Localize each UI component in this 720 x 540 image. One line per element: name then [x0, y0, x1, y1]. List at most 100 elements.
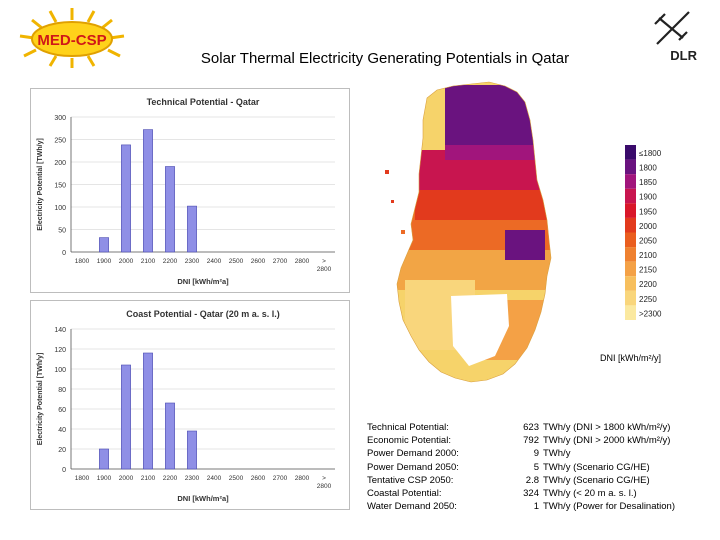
chart-title: Coast Potential - Qatar (20 m a. s. l.) [126, 309, 280, 319]
y-tick-label: 120 [54, 347, 66, 354]
summary-label: Power Demand 2000: [367, 448, 459, 460]
summary-value: 792 [523, 435, 539, 447]
summary-label: Tentative CSP 2050: [367, 474, 454, 486]
logo-right-text: DLR [670, 48, 697, 63]
summary-description: TWh/y (Power for Desalination) [543, 501, 675, 513]
y-tick-label: 50 [58, 228, 66, 235]
y-tick-label: 250 [54, 138, 66, 145]
legend-label: 1950 [639, 207, 657, 216]
dni-legend-scale: ≤1800 1800 1850 1900 1950 2000 2050 2100 2150 220… [625, 145, 662, 320]
x-tick-label: 2800 [317, 483, 332, 490]
summary-value: 1 [533, 501, 539, 513]
x-tick-label: 2500 [229, 258, 244, 265]
x-tick-label: 2500 [229, 475, 244, 482]
legend-swatch [625, 203, 636, 218]
bar [187, 430, 197, 470]
y-tick-label: 300 [54, 115, 66, 122]
bar [187, 205, 197, 253]
x-tick-label: 2600 [251, 258, 266, 265]
qatar-map-graphic [385, 81, 552, 383]
x-tick-label: 2100 [141, 475, 156, 482]
y-tick-label: 100 [54, 367, 66, 374]
summary-value: 2.8 [525, 474, 539, 486]
x-tick-label: 2700 [273, 258, 288, 265]
x-tick-label: 2300 [185, 258, 200, 265]
x-tick-label: 2700 [273, 475, 288, 482]
coast-potential-plot: Coast Potential - Qatar (20 m a. s. l.) 0… [37, 309, 335, 503]
legend-swatch [625, 247, 636, 262]
bar [143, 352, 153, 470]
page-title: Solar Thermal Electricity Generating Pot… [200, 50, 570, 67]
summary-value: 324 [523, 487, 539, 499]
summary-value: 9 [533, 448, 539, 460]
y-tick-label: 100 [54, 205, 66, 212]
x-tick-label: 2100 [141, 258, 156, 265]
x-tick-label: 1800 [75, 258, 90, 265]
x-tick-label: 2400 [207, 258, 222, 265]
bar [121, 144, 131, 253]
y-tick-label: 150 [54, 183, 66, 190]
legend-label: 2100 [639, 251, 657, 260]
x-tick-label: 2400 [207, 475, 222, 482]
summary-label: Economic Potential: [367, 435, 451, 447]
x-tick-label: 2800 [295, 475, 310, 482]
summary-label: Power Demand 2050: [367, 461, 459, 473]
x-tick-label: > [322, 258, 326, 265]
bar [121, 364, 131, 470]
summary-label: Coastal Potential: [367, 487, 442, 499]
y-tick-label: 80 [58, 387, 66, 394]
bar [143, 129, 153, 253]
legend-label: 2250 [639, 295, 657, 304]
bar [165, 166, 175, 253]
x-tick-label: 2800 [295, 258, 310, 265]
y-tick-label: 140 [54, 327, 66, 334]
dni-legend: ≤1800 1800 1850 1900 1950 2000 2050 2100 2150 220… [625, 145, 685, 320]
x-tick-label: 2000 [119, 258, 134, 265]
dlr-emblem-icon: DLR [654, 11, 698, 63]
sun-icon: MED-CSP [19, 8, 125, 68]
y-tick-label: 0 [62, 467, 66, 474]
legend-label: 2150 [639, 266, 657, 275]
legend-label: 2200 [639, 280, 657, 289]
x-axis-label: DNI [kWh/m²a] [177, 277, 229, 286]
y-axis-label: Electricity Potential [TWh/y] [37, 353, 44, 446]
x-tick-label: 1900 [97, 258, 112, 265]
technical-potential-plot: Technical Potential - Qatar 0 50 100 150 200 2… [37, 97, 335, 286]
legend-swatch [625, 290, 636, 306]
x-tick-label: 2600 [251, 475, 266, 482]
dni-unit-label: DNI [kWh/m²/y] [600, 353, 661, 363]
bar [99, 448, 109, 470]
summary-description: TWh/y (DNI > 1800 kWh/m²/y) [543, 422, 671, 433]
legend-label: >2300 [639, 309, 662, 318]
summary-description: TWh/y (Scenario CG/HE) [543, 474, 650, 486]
x-tick-label: 1900 [97, 475, 112, 482]
legend-swatch [625, 217, 636, 233]
med-csp-logo: MED-CSP [10, 6, 135, 70]
summary-description: TWh/y (< 20 m a. s. l.) [543, 487, 637, 499]
x-tick-label: 2200 [163, 258, 178, 265]
legend-swatch [625, 159, 636, 175]
x-tick-label: 1800 [75, 475, 90, 482]
summary-label: Technical Potential: [367, 422, 449, 433]
x-axis-label: DNI [kWh/m²a] [177, 494, 229, 503]
legend-swatch [625, 276, 636, 291]
qatar-dni-map [375, 80, 610, 390]
summary-label: Water Demand 2050: [367, 501, 457, 513]
dlr-logo: DLR [645, 8, 705, 64]
legend-swatch [625, 145, 636, 160]
y-tick-label: 200 [54, 160, 66, 167]
legend-label: 1800 [639, 164, 657, 173]
legend-label: 1900 [639, 193, 657, 202]
y-tick-label: 40 [58, 427, 66, 434]
legend-label: 2000 [639, 222, 657, 231]
legend-label: 2050 [639, 236, 657, 245]
summary-value: 5 [533, 461, 539, 473]
legend-label: 1850 [639, 178, 657, 187]
summary-description: TWh/y [543, 448, 571, 460]
legend-swatch [625, 174, 636, 189]
x-tick-label: 2000 [119, 475, 134, 482]
x-tick-label: 2800 [317, 266, 332, 273]
y-tick-label: 60 [58, 407, 66, 414]
summary-description: TWh/y (Scenario CG/HE) [543, 461, 650, 473]
y-axis-label: Electricity Potential [TWh/y] [37, 138, 44, 231]
